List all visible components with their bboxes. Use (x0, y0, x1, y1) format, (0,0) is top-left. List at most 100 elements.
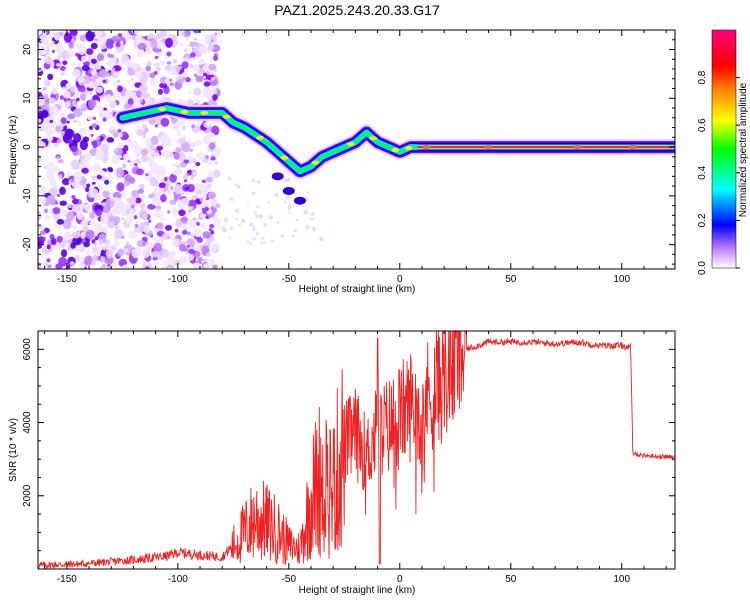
spectrogram-noise-blob (89, 211, 96, 220)
spectrogram-noise-blob (208, 63, 217, 71)
spectrogram-noise-blob (208, 132, 215, 138)
colorbar-label: Normalized spectral amplitude (738, 82, 749, 217)
spectrogram-noise-blob (208, 160, 213, 166)
spectrogram-noise-blob (185, 37, 189, 42)
spectrogram-noise-blob (67, 113, 76, 120)
spectrogram-noise-blob (77, 121, 82, 126)
spectrogram-noise-blob (187, 209, 192, 213)
spectrogram-noise-blob (213, 169, 221, 178)
spectrogram-noise-blob (251, 238, 255, 241)
spectrogram-noise-blob (81, 64, 90, 72)
spectrogram-noise-blob (171, 238, 179, 246)
spectrogram-noise-blob (135, 145, 141, 152)
spectrogram-noise-blob (79, 203, 87, 209)
spectrogram-noise-blob (80, 55, 87, 63)
spectrogram-noise-blob (185, 30, 191, 36)
spectrogram-noise-blob (256, 179, 261, 184)
spectrogram-noise-blob (58, 31, 64, 36)
spectrogram-noise-blob (283, 178, 288, 183)
spectrogram-noise-blob (70, 145, 78, 153)
spectrogram-noise-blob (173, 183, 183, 195)
spectrogram-noise-blob (210, 198, 219, 205)
spectrogram-noise-blob (194, 139, 203, 147)
spectrogram-noise-blob (198, 58, 205, 66)
spectrogram-noise-blob (227, 176, 232, 181)
spectrogram-noise-blob (263, 222, 268, 227)
spectrogram-noise-blob (49, 119, 54, 124)
spectrogram-noise-blob (44, 127, 53, 137)
spectrogram-noise-blob (72, 236, 81, 246)
spectrogram-noise-blob (160, 194, 167, 203)
spectrogram-noise-blob (169, 173, 177, 183)
spectrogram-noise-blob (150, 78, 158, 87)
spectrogram-noise-blob (65, 83, 71, 89)
spectrogram-noise-blob (172, 58, 178, 64)
spectrogram-noise-blob (104, 179, 110, 185)
spectrogram-noise-blob (312, 226, 316, 231)
spectrogram-noise-blob (128, 195, 132, 199)
spectrogram-noise-blob (87, 115, 93, 121)
spectrogram-noise-blob (123, 243, 133, 256)
spectrogram-noise-blob (122, 67, 127, 71)
spectrogram-noise-blob (164, 224, 173, 231)
spectrogram-noise-blob (116, 182, 125, 192)
spectrogram-noise-blob (207, 87, 218, 96)
spectrogram-noise-blob (90, 69, 97, 76)
spectrogram-noise-blob (196, 237, 204, 243)
spectrogram-noise-blob (174, 228, 179, 233)
spectrogram-noise-blob (154, 209, 163, 219)
spectrogram-noise-blob (187, 219, 194, 226)
spectrogram-noise-blob (155, 33, 163, 40)
spectrogram-noise-blob (305, 225, 310, 230)
spectrogram-noise-blob (155, 39, 163, 49)
spectrogram-noise-blob (163, 138, 172, 147)
spectrogram-noise-blob (157, 165, 167, 176)
spectrogram-noise-blob (166, 56, 170, 59)
spectrogram-noise-blob (77, 247, 82, 251)
spectrogram-noise-blob (76, 97, 80, 102)
spectrogram-noise-blob (125, 241, 130, 247)
spectrogram-noise-blob (67, 171, 71, 175)
spectrogram-noise-blob (90, 42, 98, 50)
colorbar-ticks: 0.0 0.2 0.4 0.6 0.8 (697, 70, 740, 275)
spectrogram-noise-blob (185, 77, 191, 83)
spectrogram-noise-blob (115, 61, 119, 65)
spectrogram-noise-blob (154, 124, 159, 128)
spectrogram-noise-blob (141, 155, 149, 163)
spectrogram-y-tick-label: 20 (22, 44, 33, 56)
spectrogram-noise-blob (306, 191, 310, 194)
spectrogram-noise-blob (132, 95, 136, 100)
spectrogram-noise-blob (139, 202, 146, 210)
spectrogram-noise-blob (134, 223, 139, 228)
spectrogram-noise-blob (121, 264, 131, 269)
spectrogram-noise-blob (87, 81, 94, 89)
spectrogram-noise-blob (155, 205, 162, 211)
spectrogram-noise-blob (160, 117, 170, 128)
spectrogram-noise-blob (72, 198, 79, 205)
spectrogram-noise-blob (158, 182, 166, 189)
spectrogram-y-tick-label: 10 (22, 92, 33, 104)
spectrogram-noise-blob (128, 230, 138, 240)
spectrogram-noise-blob (39, 34, 49, 44)
spectrogram-noise-blob (71, 62, 76, 67)
spectrogram-noise-blob (176, 132, 182, 138)
spectrogram-noise-blob (113, 208, 119, 213)
spectrogram-noise-blob (202, 64, 209, 72)
spectrogram-noise-blob (291, 234, 295, 238)
spectrogram-noise-blob (154, 170, 160, 174)
spectrogram-noise-blob (63, 32, 73, 43)
spectrogram-noise-blob (102, 79, 107, 83)
spectrogram-noise-blob (111, 67, 116, 72)
spectrogram-noise-blob (132, 63, 140, 70)
spectrogram-noise-blob (112, 80, 121, 88)
spectrogram-noise-blob (53, 143, 58, 148)
spectrogram-noise-blob (162, 265, 167, 269)
spectrogram-noise-blob (93, 38, 99, 42)
spectrogram-hotspot (222, 114, 231, 119)
spectrogram-noise-blob (78, 262, 86, 269)
spectrogram-noise-blob (94, 236, 99, 241)
spectrogram-noise-blob (100, 214, 109, 225)
spectrogram-noise-blob (134, 226, 143, 233)
spectrogram-noise-blob (263, 241, 266, 244)
spectrogram-noise-blob (203, 138, 212, 145)
